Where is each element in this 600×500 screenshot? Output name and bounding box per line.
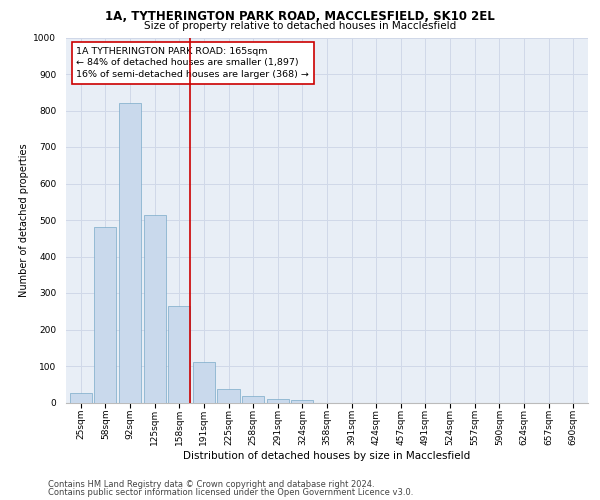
Bar: [242, 396, 264, 402]
Bar: [119, 103, 141, 403]
Bar: [94, 228, 116, 402]
Bar: [266, 399, 289, 402]
Text: 1A TYTHERINGTON PARK ROAD: 165sqm
← 84% of detached houses are smaller (1,897)
1: 1A TYTHERINGTON PARK ROAD: 165sqm ← 84% …: [76, 46, 310, 79]
Text: Contains HM Land Registry data © Crown copyright and database right 2024.: Contains HM Land Registry data © Crown c…: [48, 480, 374, 489]
X-axis label: Distribution of detached houses by size in Macclesfield: Distribution of detached houses by size …: [184, 450, 470, 460]
Bar: [291, 400, 313, 402]
Bar: [168, 306, 190, 402]
Text: Size of property relative to detached houses in Macclesfield: Size of property relative to detached ho…: [144, 21, 456, 31]
Bar: [193, 362, 215, 403]
Text: 1A, TYTHERINGTON PARK ROAD, MACCLESFIELD, SK10 2EL: 1A, TYTHERINGTON PARK ROAD, MACCLESFIELD…: [105, 10, 495, 23]
Y-axis label: Number of detached properties: Number of detached properties: [19, 143, 29, 297]
Bar: [217, 388, 239, 402]
Bar: [143, 214, 166, 402]
Bar: [70, 394, 92, 402]
Text: Contains public sector information licensed under the Open Government Licence v3: Contains public sector information licen…: [48, 488, 413, 497]
